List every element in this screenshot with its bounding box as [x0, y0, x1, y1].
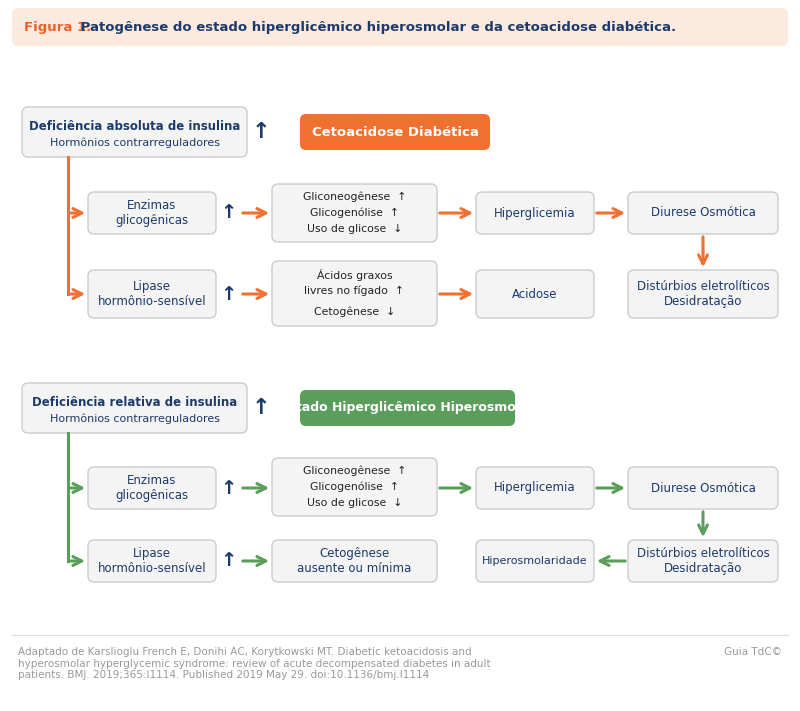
Text: Cetogênese  ↓: Cetogênese ↓	[314, 306, 395, 317]
FancyBboxPatch shape	[88, 192, 216, 234]
Text: Lipase
hormônio-sensível: Lipase hormônio-sensível	[98, 547, 206, 575]
FancyBboxPatch shape	[476, 540, 594, 582]
Text: Uso de glicose  ↓: Uso de glicose ↓	[307, 498, 402, 508]
Text: Ácidos graxos: Ácidos graxos	[317, 269, 392, 282]
Text: Hormônios contrarreguladores: Hormônios contrarreguladores	[50, 414, 219, 424]
Text: Hiperglicemia: Hiperglicemia	[494, 481, 576, 494]
Text: Diurese Osmótica: Diurese Osmótica	[650, 481, 755, 494]
Text: Patogênese do estado hiperglicêmico hiperosmolar e da cetoacidose diabética.: Patogênese do estado hiperglicêmico hipe…	[76, 21, 676, 33]
FancyBboxPatch shape	[628, 467, 778, 509]
Text: Deficiência relativa de insulina: Deficiência relativa de insulina	[32, 395, 237, 409]
Text: Cetogênese
ausente ou mínima: Cetogênese ausente ou mínima	[298, 547, 412, 575]
Text: ↑: ↑	[220, 284, 236, 304]
FancyBboxPatch shape	[272, 540, 437, 582]
FancyBboxPatch shape	[476, 270, 594, 318]
FancyBboxPatch shape	[22, 383, 247, 433]
Text: Hormônios contrarreguladores: Hormônios contrarreguladores	[50, 138, 219, 149]
FancyBboxPatch shape	[628, 192, 778, 234]
Text: Figura 1.: Figura 1.	[24, 21, 91, 33]
Text: Glicogenólise  ↑: Glicogenólise ↑	[310, 208, 399, 218]
Text: ↑: ↑	[252, 122, 270, 142]
Text: Uso de glicose  ↓: Uso de glicose ↓	[307, 224, 402, 234]
FancyBboxPatch shape	[272, 458, 437, 516]
Text: Enzimas
glicogênicas: Enzimas glicogênicas	[115, 474, 189, 502]
Text: Acidose: Acidose	[512, 287, 558, 301]
Text: Enzimas
glicogênicas: Enzimas glicogênicas	[115, 199, 189, 227]
Text: Hiperglicemia: Hiperglicemia	[494, 206, 576, 220]
FancyBboxPatch shape	[300, 114, 490, 150]
Text: Glicogenólise  ↑: Glicogenólise ↑	[310, 482, 399, 492]
Text: ↑: ↑	[252, 398, 270, 418]
Text: Distúrbios eletrolíticos
Desidratação: Distúrbios eletrolíticos Desidratação	[637, 547, 770, 575]
FancyBboxPatch shape	[300, 390, 515, 426]
Text: Hiperosmolaridade: Hiperosmolaridade	[482, 556, 588, 566]
Text: Gliconeogênese  ↑: Gliconeogênese ↑	[303, 191, 406, 202]
Text: Adaptado de Karslioglu French E, Donihi AC, Korytkowski MT. Diabetic ketoacidosi: Adaptado de Karslioglu French E, Donihi …	[18, 647, 490, 680]
FancyBboxPatch shape	[272, 261, 437, 326]
Text: Distúrbios eletrolíticos
Desidratação: Distúrbios eletrolíticos Desidratação	[637, 280, 770, 308]
FancyBboxPatch shape	[628, 270, 778, 318]
Text: Deficiência absoluta de insulina: Deficiência absoluta de insulina	[29, 119, 240, 132]
Text: ↑: ↑	[220, 552, 236, 570]
Text: livres no fígado  ↑: livres no fígado ↑	[305, 286, 405, 296]
FancyBboxPatch shape	[88, 540, 216, 582]
FancyBboxPatch shape	[272, 184, 437, 242]
Text: ↑: ↑	[220, 479, 236, 498]
Text: Estado Hiperglicêmico Hiperosmolar: Estado Hiperglicêmico Hiperosmolar	[280, 402, 534, 415]
FancyBboxPatch shape	[12, 8, 788, 46]
FancyBboxPatch shape	[476, 467, 594, 509]
FancyBboxPatch shape	[22, 107, 247, 157]
FancyBboxPatch shape	[476, 192, 594, 234]
Text: Lipase
hormônio-sensível: Lipase hormônio-sensível	[98, 280, 206, 308]
Text: Gliconeogênese  ↑: Gliconeogênese ↑	[303, 466, 406, 476]
Text: Cetoacidose Diabética: Cetoacidose Diabética	[311, 126, 478, 139]
Text: ↑: ↑	[220, 203, 236, 223]
FancyBboxPatch shape	[88, 270, 216, 318]
FancyBboxPatch shape	[88, 467, 216, 509]
FancyBboxPatch shape	[628, 540, 778, 582]
Text: Guia TdC©: Guia TdC©	[724, 647, 782, 657]
Text: Diurese Osmótica: Diurese Osmótica	[650, 206, 755, 220]
